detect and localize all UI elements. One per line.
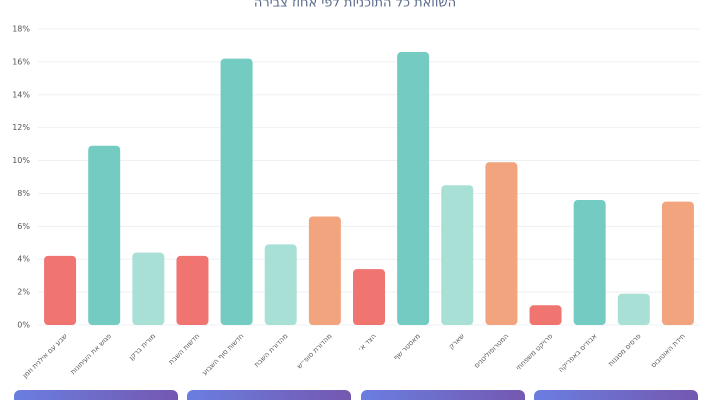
x-tick-label: מהדורת השבת [253, 332, 290, 369]
x-tick-label: שארק [447, 332, 466, 351]
bar [573, 200, 606, 325]
x-tick-label: פרויקט משפחתי [515, 332, 555, 372]
y-tick-label: 16% [12, 57, 30, 66]
x-tick-label: מאסטר שף [392, 332, 422, 362]
x-tick-label: פגוש את העיתונות [69, 332, 113, 376]
bar [220, 58, 253, 325]
bar [441, 185, 474, 325]
x-tick-label: פרסים מסגנות [607, 332, 643, 368]
x-tick-label: אבודים באפריקה [557, 332, 599, 374]
x-tick-label: חידת האוטובוס [649, 332, 686, 369]
x-tick-label: מורית ברקן [128, 332, 158, 362]
x-tick-label: שבע עם אילנית וזמן [21, 332, 69, 380]
bar [617, 293, 650, 325]
y-tick-label: 8% [17, 189, 30, 198]
bar [176, 255, 209, 325]
x-tick-label: חדשות סוף השבוע [201, 332, 246, 377]
bar [308, 216, 341, 325]
bar [88, 145, 121, 325]
chart-title: השוואת כל התוכניות לפי אחוז צבירה [254, 0, 456, 11]
y-tick-label: 4% [17, 255, 30, 264]
bar [132, 252, 165, 325]
tab-button[interactable] [361, 390, 525, 400]
x-tick-label: מהדורת סופ״ש [295, 332, 333, 370]
bar [353, 269, 385, 325]
bar [44, 255, 77, 325]
x-tick-label: הצד א׳ [356, 332, 377, 353]
x-tick-label: חדשות השבת [167, 332, 201, 366]
bar [397, 52, 430, 326]
bar [485, 162, 518, 325]
y-tick-label: 14% [12, 90, 30, 99]
y-tick-label: 2% [17, 288, 30, 297]
tab-button[interactable] [534, 390, 698, 400]
y-tick-label: 12% [12, 123, 30, 132]
bar [661, 201, 694, 325]
bar [264, 244, 297, 325]
x-tick-label: המטרופוליטנים [473, 332, 511, 370]
tab-button[interactable] [187, 390, 351, 400]
y-tick-label: 6% [17, 222, 30, 231]
bar [529, 305, 562, 325]
tab-button[interactable] [14, 390, 178, 400]
y-tick-label: 0% [17, 321, 30, 330]
y-tick-label: 18% [12, 25, 30, 34]
y-tick-label: 10% [12, 156, 30, 165]
